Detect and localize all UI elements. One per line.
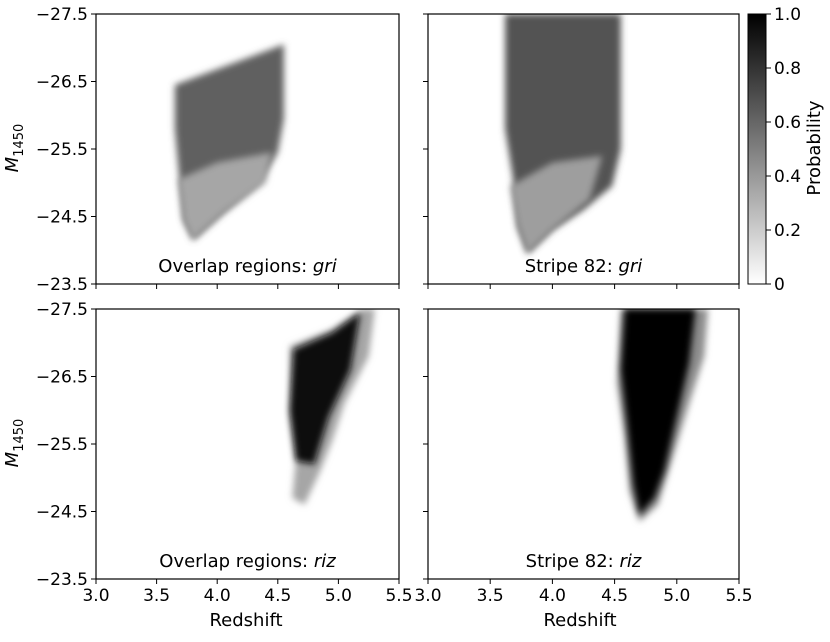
panel-label: Stripe 82: gri: [525, 256, 643, 277]
y-tick-label: −24.5: [36, 503, 88, 523]
y-tick-label: −27.5: [36, 5, 88, 25]
colorbar-tick-label: 0.8: [774, 59, 801, 79]
x-tick-label: 5.5: [725, 586, 752, 606]
x-tick-label: 4.0: [204, 586, 231, 606]
colorbar-gradient: [747, 13, 767, 285]
heatmap-regions: [505, 14, 621, 254]
colorbar: 0 0.2 0.4 0.6 0.8 1.0 Probability: [747, 5, 825, 295]
y-tick-label: −23.5: [36, 570, 88, 590]
x-axis-label-left: Redshift: [209, 610, 282, 631]
x-tick-label: 5.0: [663, 586, 690, 606]
y-axis-label-bottom: M1450: [2, 419, 27, 468]
y-tick-label: −23.5: [36, 275, 88, 295]
colorbar-tick-label: 0.2: [774, 221, 801, 241]
colorbar-label: Probability: [804, 100, 825, 195]
x-tick-label: 3.0: [82, 586, 109, 606]
x-tick-label: 4.0: [539, 586, 566, 606]
heatmap-regions: [174, 44, 284, 241]
x-tick-label: 3.0: [414, 586, 441, 606]
y-axis-label-top: M1450: [2, 124, 27, 173]
x-tick-label: 5.5: [385, 586, 412, 606]
heatmap-regions: [617, 309, 708, 522]
x-axis-label-right: Redshift: [543, 610, 616, 631]
y-tick-label: −27.5: [36, 300, 88, 320]
x-tick-label: 3.5: [143, 586, 170, 606]
colorbar-tick-label: 0.4: [774, 167, 801, 187]
svg-text:M1450: M1450: [2, 419, 27, 468]
svg-text:M1450: M1450: [2, 124, 27, 173]
colorbar-tick-label: 1.0: [774, 5, 801, 25]
probability-region-1: [289, 312, 361, 465]
y-tick-label: −24.5: [36, 208, 88, 228]
panel-overlap-gri: −27.5 −26.5 −25.5 −24.5 −23.5 Overlap regions…: [36, 5, 400, 295]
heatmap-regions: [289, 309, 375, 505]
panel-label: Stripe 82: riz: [526, 551, 642, 572]
y-tick-label: −25.5: [36, 435, 88, 455]
x-tick-label: 4.5: [601, 586, 628, 606]
y-tick-label: −26.5: [36, 73, 88, 93]
panel-stripe82-riz: 3.0 3.5 4.0 4.5 5.0 5.5 Stripe 82: riz: [414, 308, 753, 606]
x-tick-label: 4.5: [264, 586, 291, 606]
panel-label: Overlap regions: riz: [159, 551, 336, 572]
probability-region-1: [620, 309, 696, 515]
panel-stripe82-gri: Stripe 82: gri: [423, 13, 740, 289]
x-tick-label: 5.0: [325, 586, 352, 606]
panel-label: Overlap regions: gri: [158, 256, 336, 277]
panel-overlap-riz: 3.0 3.5 4.0 4.5 5.0 5.5 −27.5 −26.5 −25.5 −24.5 −2…: [36, 300, 413, 606]
y-tick-label: −25.5: [36, 140, 88, 160]
colorbar-tick-label: 0.6: [774, 113, 801, 133]
y-tick-label: −26.5: [36, 368, 88, 388]
colorbar-tick-label: 0: [774, 275, 785, 295]
probability-region-1: [178, 152, 272, 241]
probability-region-1: [510, 155, 603, 254]
x-tick-label: 3.5: [477, 586, 504, 606]
